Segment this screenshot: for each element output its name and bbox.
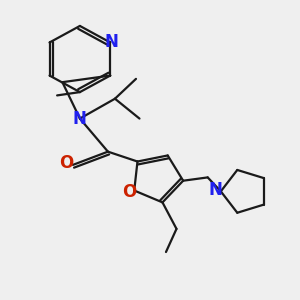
Text: N: N [73,110,87,128]
Text: O: O [59,154,74,172]
Text: O: O [123,183,137,201]
Text: N: N [105,34,118,52]
Text: N: N [208,181,223,199]
